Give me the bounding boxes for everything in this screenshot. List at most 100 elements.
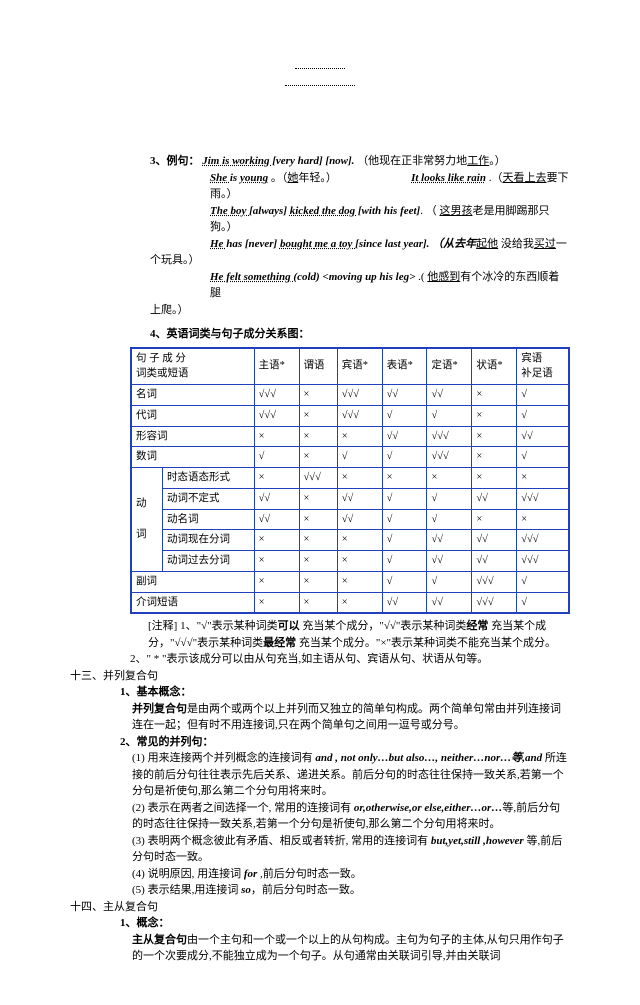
table-cell: × <box>472 447 517 468</box>
table-cell: √√ <box>382 592 427 613</box>
sentence-2: She is young 。（她年轻。） It looks like rain … <box>210 170 570 203</box>
s13-1-body: 并列复合句是由两个或两个以上并列而又独立的简单句构成。两个简单句常由并列连接词连… <box>132 701 570 734</box>
example-heading: 3、例句： Jim is working [very hard] [now]. … <box>150 153 570 170</box>
table-cell: × <box>472 385 517 406</box>
table-cell: × <box>472 405 517 426</box>
table-cell: × <box>472 468 517 489</box>
table-cell: √√ <box>427 530 472 551</box>
table-cell: 时态语态形式 <box>163 468 255 489</box>
table-cell: × <box>472 509 517 530</box>
table-cell: √√ <box>427 385 472 406</box>
table-cell: √ <box>382 447 427 468</box>
table-header: 谓语 <box>299 348 337 385</box>
table-cell: √√√ <box>337 405 382 426</box>
table-cell: √ <box>382 571 427 592</box>
table-cell: √√√ <box>299 468 337 489</box>
table-header: 宾语 补足语 <box>517 348 569 385</box>
table-cell: × <box>299 571 337 592</box>
table-cell: × <box>337 592 382 613</box>
verb-group-label: 动 词 <box>131 468 163 572</box>
table-cell: × <box>254 530 299 551</box>
table-cell: √√ <box>254 488 299 509</box>
table-cell: √√ <box>254 509 299 530</box>
table-cell: √ <box>517 571 569 592</box>
table-cell: √√ <box>517 426 569 447</box>
table-cell: √√ <box>427 592 472 613</box>
table-cell: √ <box>517 592 569 613</box>
section-13: 十三、并列复合句 <box>70 668 570 685</box>
table-cell: × <box>517 509 569 530</box>
table-cell: × <box>427 468 472 489</box>
table-cell: √√ <box>472 488 517 509</box>
table-cell: × <box>337 551 382 572</box>
table-cell: √ <box>427 509 472 530</box>
table-cell: √√ <box>472 551 517 572</box>
table-cell: √√√ <box>254 385 299 406</box>
table-cell: √√√ <box>337 385 382 406</box>
table-cell: 动词不定式 <box>163 488 255 509</box>
table-cell: √ <box>427 405 472 426</box>
table-cell: √ <box>427 571 472 592</box>
table-cell: √√ <box>427 551 472 572</box>
table-cell: × <box>254 551 299 572</box>
table-cell: √√√ <box>517 530 569 551</box>
table-cell: × <box>299 530 337 551</box>
table-cell: 数词 <box>131 447 254 468</box>
s14-1-body: 主从复合句由一个主句和一个或一个以上的从句构成。主句为句子的主体,从句只用作句子… <box>132 932 570 965</box>
table-cell: √ <box>337 447 382 468</box>
s13-2-3: (3) 表明两个概念彼此有矛盾、相反或者转折, 常用的连接词有 but,yet,… <box>132 833 570 866</box>
table-header: 表语* <box>382 348 427 385</box>
table-cell: √ <box>517 447 569 468</box>
table-cell: √√√ <box>472 592 517 613</box>
table-cell: √ <box>254 447 299 468</box>
s13-1-head: 1、基本概念： <box>120 684 570 701</box>
table-cell: × <box>299 405 337 426</box>
table-cell: √ <box>382 405 427 426</box>
table-cell: √ <box>382 551 427 572</box>
table-cell: 代词 <box>131 405 254 426</box>
table-cell: × <box>299 551 337 572</box>
table-note-2: 2、" * "表示该成分可以由从句充当,如主语从句、宾语从句、状语从句等。 <box>130 651 570 668</box>
table-cell: 形容词 <box>131 426 254 447</box>
table-cell: √√√ <box>517 488 569 509</box>
table-cell: × <box>254 426 299 447</box>
table-cell: × <box>299 385 337 406</box>
table-cell: 动名词 <box>163 509 255 530</box>
table-cell: 介词短语 <box>131 592 254 613</box>
sentence-4-end: 个玩具。） <box>150 252 570 269</box>
s14-1-head: 1、概念： <box>120 915 570 932</box>
table-header: 主语* <box>254 348 299 385</box>
sentence-3: The boy [always] kicked the dog [with hi… <box>210 203 570 236</box>
s13-2-head: 2、常见的并列句： <box>120 734 570 751</box>
table-cell: × <box>299 447 337 468</box>
table-cell: × <box>299 509 337 530</box>
table-cell: × <box>517 468 569 489</box>
table-header: 定语* <box>427 348 472 385</box>
sentence-4: He has [never] bought me a toy [since la… <box>210 236 570 253</box>
table-cell: √√√ <box>254 405 299 426</box>
page-divider <box>70 60 570 93</box>
table-cell: × <box>254 571 299 592</box>
table-cell: √ <box>517 405 569 426</box>
table-cell: × <box>337 530 382 551</box>
table-cell: × <box>382 468 427 489</box>
table-cell: √√ <box>472 530 517 551</box>
table-cell: √√ <box>337 509 382 530</box>
table-cell: √√ <box>382 385 427 406</box>
s13-2-1: (1) 用来连接两个并列概念的连接词有 and , not only…but a… <box>132 750 570 800</box>
table-cell: √√√ <box>517 551 569 572</box>
table-cell: 名词 <box>131 385 254 406</box>
section-14: 十四、主从复合句 <box>70 899 570 916</box>
table-header: 状语* <box>472 348 517 385</box>
table-header: 句 子 成 分 词类或短语 <box>131 348 254 385</box>
s13-2-2: (2) 表示在两者之间选择一个, 常用的连接词有 or,otherwise,or… <box>132 800 570 833</box>
table-cell: × <box>299 426 337 447</box>
table-cell: × <box>299 488 337 509</box>
table-title: 4、英语词类与句子成分关系图： <box>150 326 570 343</box>
table-note-1: [注释] 1、"√"表示某种词类可以 充当某个成分，"√√"表示某种词类经常 充… <box>148 618 570 651</box>
table-cell: × <box>337 468 382 489</box>
table-cell: 动词过去分词 <box>163 551 255 572</box>
relation-table: 句 子 成 分 词类或短语主语*谓语宾语*表语*定语*状语*宾语 补足语 名词√… <box>130 347 570 615</box>
table-cell: × <box>299 592 337 613</box>
table-cell: × <box>337 426 382 447</box>
